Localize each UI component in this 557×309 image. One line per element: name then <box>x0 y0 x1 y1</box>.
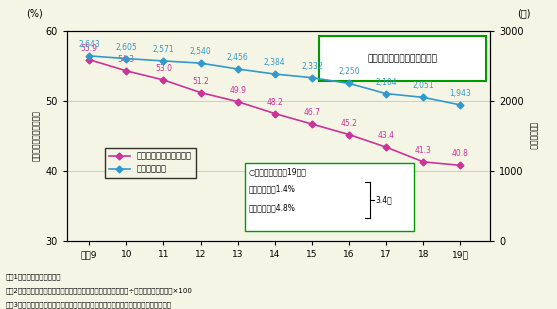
Text: 48.2: 48.2 <box>266 98 283 107</box>
Text: 55.9: 55.9 <box>81 44 97 53</box>
Text: 3.4倍: 3.4倍 <box>376 196 393 205</box>
Text: 2,332: 2,332 <box>301 62 323 71</box>
FancyBboxPatch shape <box>245 163 414 231</box>
Text: 45.2: 45.2 <box>341 119 358 128</box>
Text: 2,456: 2,456 <box>227 53 248 62</box>
FancyBboxPatch shape <box>319 36 486 81</box>
Text: 1,943: 1,943 <box>449 89 471 98</box>
Text: 2　違反あり歩行者の構成率＝違反あり死傷者数（歩行者）÷死傷者数（歩行者）×100: 2 違反あり歩行者の構成率＝違反あり死傷者数（歩行者）÷死傷者数（歩行者）×10… <box>6 287 193 294</box>
Text: 41.3: 41.3 <box>415 146 432 155</box>
Text: 2,104: 2,104 <box>375 78 397 87</box>
Text: 2,250: 2,250 <box>338 67 360 77</box>
Text: ○致死率の違い（19年）: ○致死率の違い（19年） <box>249 167 307 176</box>
Text: 53.0: 53.0 <box>155 64 172 73</box>
Text: 法令違反の歩行者事故が減少: 法令違反の歩行者事故が減少 <box>368 54 437 63</box>
Text: 2,571: 2,571 <box>153 45 174 54</box>
Text: 43.4: 43.4 <box>378 131 395 140</box>
Text: 2,605: 2,605 <box>115 43 137 52</box>
Y-axis label: 歩行中死者数: 歩行中死者数 <box>529 122 538 150</box>
Text: 49.9: 49.9 <box>229 86 246 95</box>
Text: 違反あり　4.8%: 違反あり 4.8% <box>249 203 296 212</box>
Text: (人): (人) <box>517 8 530 18</box>
Text: 54.3: 54.3 <box>118 55 135 64</box>
Text: 51.2: 51.2 <box>192 77 209 86</box>
Text: 3　違反あり歩行者の構成率は、相手当事者が自転車などの軽車両の場合を除く。: 3 違反あり歩行者の構成率は、相手当事者が自転車などの軽車両の場合を除く。 <box>6 301 172 308</box>
Text: 40.8: 40.8 <box>452 150 469 159</box>
Text: 46.7: 46.7 <box>304 108 320 117</box>
Text: 2,540: 2,540 <box>189 47 212 56</box>
Legend: 違反あり歩行者の構成率, 歩行中死者数: 違反あり歩行者の構成率, 歩行中死者数 <box>105 147 196 178</box>
Text: 違反なし　1.4%: 違反なし 1.4% <box>249 184 296 193</box>
Text: 2,384: 2,384 <box>264 58 286 67</box>
Text: 2,051: 2,051 <box>413 82 434 91</box>
Text: 注　1　警察庁資料による。: 注 1 警察庁資料による。 <box>6 273 61 280</box>
Y-axis label: 違反あり歩行者の構成率: 違反あり歩行者の構成率 <box>32 111 41 161</box>
Text: 2,643: 2,643 <box>78 40 100 49</box>
Text: (%): (%) <box>27 8 43 18</box>
